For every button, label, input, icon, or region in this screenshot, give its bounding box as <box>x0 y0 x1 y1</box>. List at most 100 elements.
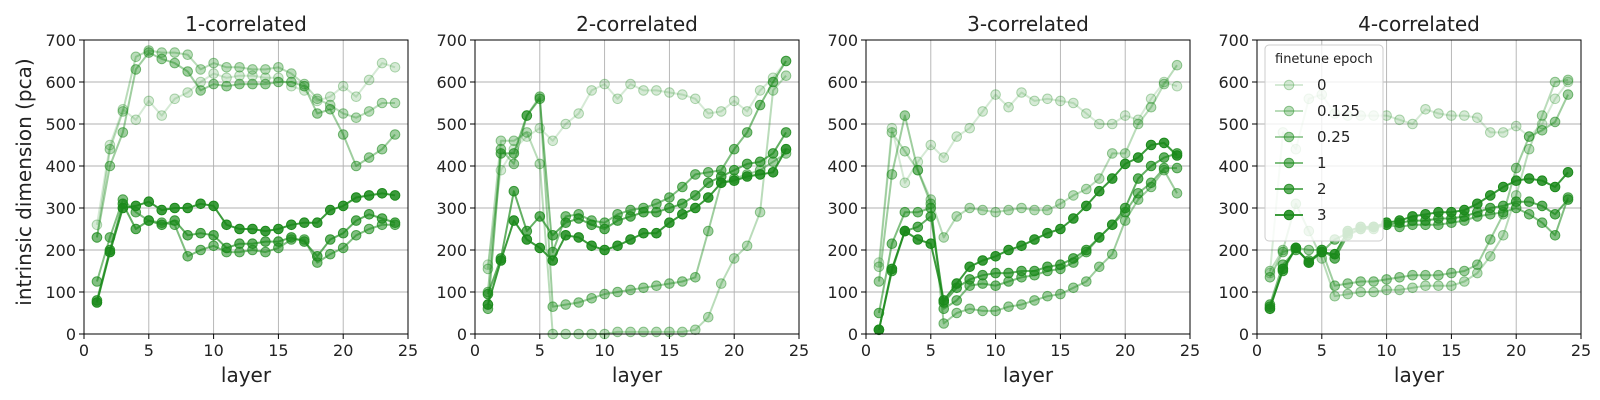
data-point <box>376 213 388 224</box>
data-point <box>1029 95 1040 107</box>
data-point <box>1042 93 1053 105</box>
data-point <box>938 152 950 163</box>
chart-panel-3: 0 5 10 15 20 25 0 100 200 300 400 500 600 700 3-correl… <box>827 12 1200 387</box>
data-point <box>1355 286 1366 298</box>
data-point <box>286 76 297 88</box>
y-tick-label: 100 <box>827 283 858 302</box>
data-point <box>324 204 336 216</box>
data-point <box>1093 185 1105 197</box>
data-point <box>363 152 375 163</box>
data-point <box>1446 206 1457 218</box>
data-point <box>612 286 623 298</box>
data-point <box>1549 230 1561 241</box>
data-point <box>1171 188 1183 199</box>
data-point <box>1145 139 1157 151</box>
data-point <box>324 99 336 111</box>
data-point <box>741 171 753 182</box>
data-point <box>169 47 181 58</box>
data-point <box>143 95 155 107</box>
data-point <box>482 299 494 310</box>
series-line <box>877 64 1178 267</box>
data-point <box>508 148 520 159</box>
data-point <box>299 236 310 247</box>
data-point <box>521 110 533 121</box>
data-point <box>1368 276 1379 287</box>
data-point <box>286 219 297 231</box>
data-point <box>376 188 388 199</box>
data-point <box>690 324 701 336</box>
data-point <box>1003 267 1014 279</box>
data-point <box>1003 244 1014 256</box>
data-point <box>728 175 740 186</box>
y-tick-label: 300 <box>1218 199 1249 218</box>
data-point <box>951 295 963 306</box>
data-point <box>350 160 362 172</box>
data-point <box>130 51 142 63</box>
chart-title: 4-correlated <box>1358 12 1480 36</box>
data-point <box>195 227 206 239</box>
data-point <box>951 307 963 319</box>
data-point <box>337 108 349 119</box>
data-point <box>651 227 662 239</box>
data-point <box>1342 288 1354 300</box>
data-point <box>638 227 649 239</box>
data-point <box>899 225 911 237</box>
data-point <box>91 219 103 231</box>
series-2 <box>482 127 792 300</box>
x-axis-label: layer <box>1394 363 1445 387</box>
data-point <box>247 70 258 81</box>
data-point <box>1106 219 1118 231</box>
data-point <box>1264 272 1276 283</box>
data-point <box>1081 108 1092 119</box>
data-point <box>1132 114 1144 126</box>
data-point <box>1145 177 1157 189</box>
data-point <box>1433 280 1444 292</box>
data-point <box>1158 78 1170 90</box>
x-tick-label: 15 <box>659 341 679 360</box>
data-point <box>1145 93 1157 105</box>
y-tick-label: 200 <box>1218 241 1249 260</box>
data-point <box>1093 232 1105 243</box>
data-point <box>1290 242 1302 254</box>
data-point <box>104 160 116 172</box>
data-point <box>1106 248 1118 260</box>
data-point <box>1407 118 1418 130</box>
data-point <box>586 85 597 96</box>
data-point <box>376 57 388 69</box>
data-point <box>1381 274 1392 285</box>
data-point <box>728 143 740 155</box>
data-point <box>754 206 766 218</box>
data-point <box>1171 150 1183 161</box>
data-point <box>1158 76 1170 88</box>
chart-panel-2: 0 5 10 15 20 25 0 100 200 300 400 500 600 700 2-correl… <box>436 12 809 387</box>
data-point <box>221 242 232 254</box>
legend-label: 1 <box>1317 154 1327 172</box>
data-point <box>912 221 924 233</box>
data-point <box>182 87 193 98</box>
data-point <box>690 272 701 283</box>
y-tick-label: 700 <box>436 31 467 50</box>
legend-swatch-marker <box>1283 105 1295 117</box>
y-tick-label: 400 <box>436 157 467 176</box>
data-point <box>1484 127 1496 138</box>
data-point <box>521 131 533 142</box>
data-point <box>1472 198 1483 210</box>
data-point <box>899 206 911 218</box>
data-point <box>169 202 181 214</box>
data-point <box>964 303 975 315</box>
data-point <box>754 85 766 96</box>
data-point <box>234 78 245 90</box>
data-point <box>156 53 168 65</box>
axes-frame <box>83 39 409 335</box>
legend-label: 2 <box>1317 180 1327 198</box>
data-point <box>1562 89 1574 100</box>
data-point <box>195 64 206 75</box>
data-point <box>925 139 937 151</box>
data-point <box>324 234 336 245</box>
axes-frame <box>474 39 800 335</box>
data-point <box>521 234 533 245</box>
data-point <box>495 148 507 159</box>
data-point <box>1081 200 1092 212</box>
data-point <box>534 93 546 105</box>
data-point <box>728 164 740 176</box>
